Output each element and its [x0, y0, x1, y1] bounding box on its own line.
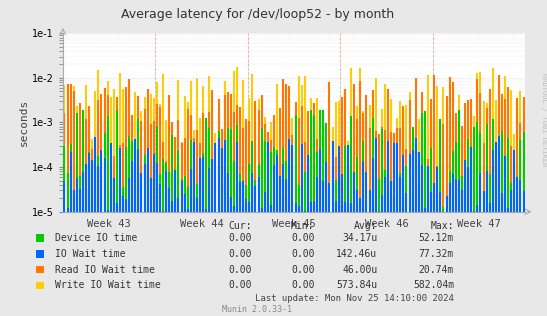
Text: 34.17u: 34.17u	[342, 233, 377, 243]
Text: Max:: Max:	[430, 221, 454, 231]
Text: Week 45: Week 45	[272, 219, 316, 229]
Text: Device IO time: Device IO time	[55, 233, 137, 243]
Text: 0.00: 0.00	[228, 264, 252, 275]
Text: 0.00: 0.00	[291, 264, 315, 275]
Text: IO Wait time: IO Wait time	[55, 249, 125, 259]
Text: Average latency for /dev/loop52 - by month: Average latency for /dev/loop52 - by mon…	[120, 8, 394, 21]
Text: 0.00: 0.00	[228, 233, 252, 243]
Text: Min:: Min:	[291, 221, 315, 231]
Text: 573.84u: 573.84u	[336, 280, 377, 290]
Text: 20.74m: 20.74m	[419, 264, 454, 275]
Text: 0.00: 0.00	[228, 280, 252, 290]
Text: 46.00u: 46.00u	[342, 264, 377, 275]
Text: 0.00: 0.00	[291, 233, 315, 243]
Text: Write IO Wait time: Write IO Wait time	[55, 280, 160, 290]
Text: Last update: Mon Nov 25 14:10:00 2024: Last update: Mon Nov 25 14:10:00 2024	[255, 295, 454, 303]
Text: 0.00: 0.00	[228, 249, 252, 259]
Text: Avg:: Avg:	[354, 221, 377, 231]
Text: 142.46u: 142.46u	[336, 249, 377, 259]
Text: 0.00: 0.00	[291, 280, 315, 290]
Text: Week 43: Week 43	[88, 219, 131, 229]
Text: 0.00: 0.00	[291, 249, 315, 259]
Text: Week 47: Week 47	[457, 219, 501, 229]
Text: Cur:: Cur:	[228, 221, 252, 231]
Text: 77.32m: 77.32m	[419, 249, 454, 259]
Text: Munin 2.0.33-1: Munin 2.0.33-1	[222, 306, 292, 314]
Text: 52.12m: 52.12m	[419, 233, 454, 243]
Text: Week 44: Week 44	[180, 219, 223, 229]
Text: Week 46: Week 46	[365, 219, 408, 229]
Y-axis label: seconds: seconds	[19, 99, 29, 146]
Text: 582.04m: 582.04m	[413, 280, 454, 290]
Text: RRDTOOL / TOBI OETIKER: RRDTOOL / TOBI OETIKER	[542, 73, 547, 167]
Text: Read IO Wait time: Read IO Wait time	[55, 264, 155, 275]
